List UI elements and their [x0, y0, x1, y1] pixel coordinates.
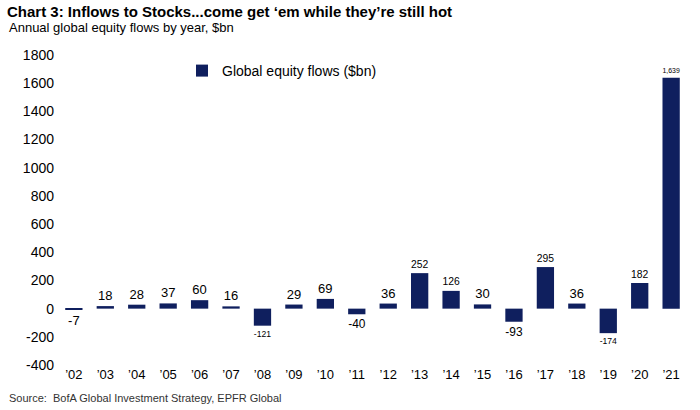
svg-text:36: 36 [381, 286, 395, 301]
svg-text:-121: -121 [254, 329, 271, 339]
svg-text:69: 69 [318, 281, 332, 296]
svg-text:-200: -200 [26, 329, 54, 345]
svg-text:37: 37 [161, 285, 175, 300]
svg-text:-93: -93 [505, 325, 523, 339]
svg-text:1800: 1800 [23, 47, 54, 63]
svg-text:’04: ’04 [128, 367, 145, 382]
svg-text:16: 16 [224, 288, 238, 303]
svg-text:-174: -174 [600, 336, 617, 346]
svg-text:’05: ’05 [159, 367, 176, 382]
svg-text:0: 0 [46, 301, 54, 317]
svg-text:-7: -7 [68, 313, 80, 328]
svg-text:’16: ’16 [505, 367, 522, 382]
svg-text:400: 400 [31, 244, 55, 260]
svg-text:182: 182 [631, 269, 649, 280]
svg-text:’11: ’11 [349, 367, 365, 382]
svg-text:’20: ’20 [631, 367, 648, 382]
svg-text:Source: BofA Global Investmen: Source: BofA Global Investment Strategy,… [9, 392, 281, 404]
svg-text:-40: -40 [348, 317, 366, 331]
svg-text:’21: ’21 [662, 367, 679, 382]
svg-text:’13: ’13 [411, 367, 428, 382]
svg-text:’09: ’09 [285, 367, 302, 382]
svg-text:30: 30 [475, 286, 489, 301]
svg-text:1200: 1200 [23, 131, 54, 147]
svg-text:29: 29 [287, 287, 301, 302]
svg-text:18: 18 [98, 288, 112, 303]
svg-text:’02: ’02 [65, 367, 82, 382]
svg-text:’17: ’17 [537, 367, 554, 382]
svg-text:’07: ’07 [222, 367, 239, 382]
svg-text:200: 200 [31, 272, 55, 288]
svg-text:600: 600 [31, 216, 55, 232]
svg-text:’19: ’19 [600, 367, 617, 382]
svg-text:’08: ’08 [254, 367, 271, 382]
svg-text:126: 126 [442, 276, 460, 287]
svg-text:295: 295 [537, 253, 555, 264]
svg-text:’06: ’06 [191, 367, 208, 382]
svg-text:Global equity flows ($bn): Global equity flows ($bn) [222, 63, 376, 79]
svg-text:Chart 3: Inflows to Stocks...c: Chart 3: Inflows to Stocks...come get ‘e… [7, 3, 452, 20]
svg-text:1400: 1400 [23, 103, 54, 119]
svg-text:28: 28 [130, 287, 144, 302]
svg-text:Annual global equity flows by: Annual global equity flows by year, $bn [9, 20, 234, 35]
svg-text:1000: 1000 [23, 160, 54, 176]
svg-text:1,639: 1,639 [663, 67, 680, 74]
svg-text:-400: -400 [26, 357, 54, 373]
svg-text:60: 60 [192, 282, 206, 297]
svg-text:’12: ’12 [380, 367, 397, 382]
svg-text:800: 800 [31, 188, 55, 204]
svg-text:36: 36 [570, 286, 584, 301]
svg-text:’18: ’18 [568, 367, 585, 382]
svg-text:252: 252 [411, 259, 429, 270]
svg-text:’15: ’15 [474, 367, 491, 382]
svg-text:’03: ’03 [97, 367, 114, 382]
svg-text:’10: ’10 [317, 367, 334, 382]
svg-text:’14: ’14 [442, 367, 459, 382]
svg-text:1600: 1600 [23, 75, 54, 91]
